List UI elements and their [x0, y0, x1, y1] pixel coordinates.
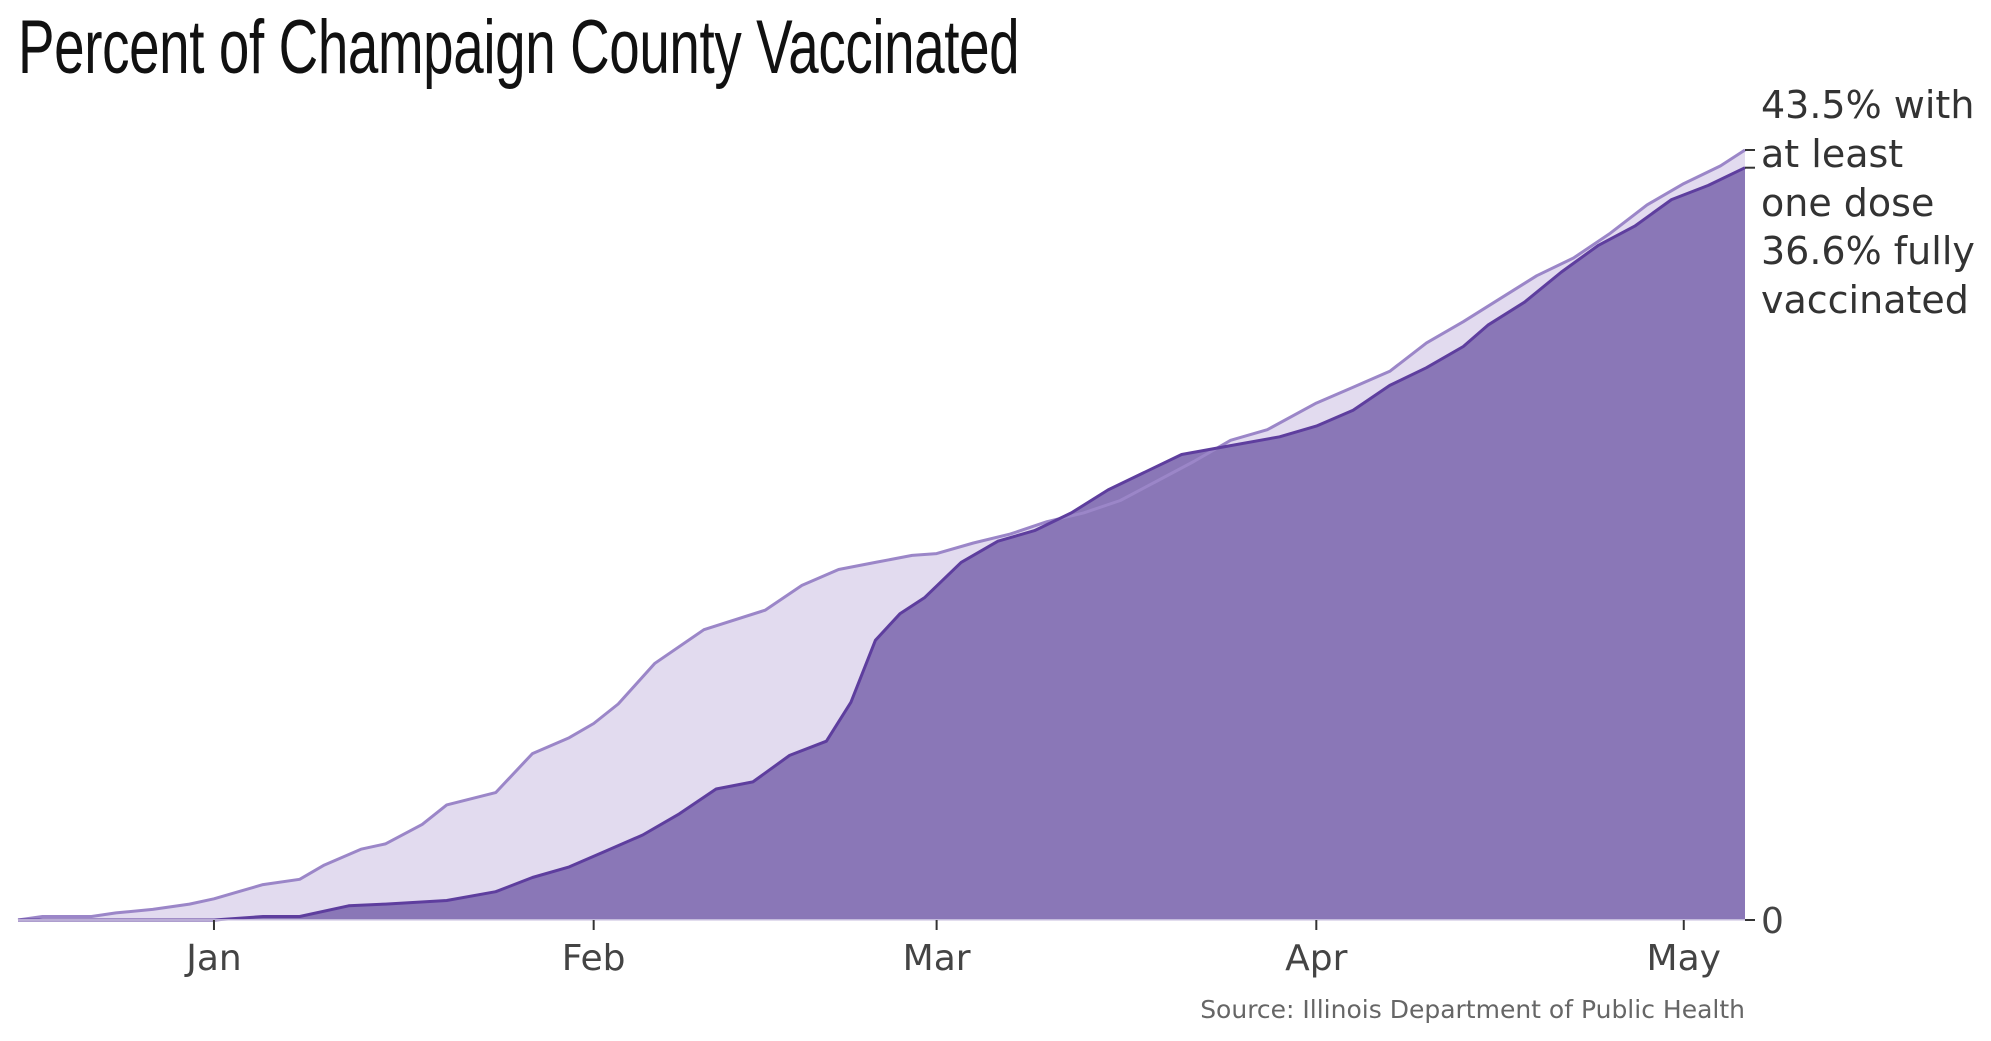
x-tick-label: May	[1647, 938, 1721, 979]
series-area-1	[18, 167, 1745, 920]
x-tick-label: Jan	[184, 938, 242, 979]
series-line-0	[17, 148, 1746, 922]
x-axis: Jan Feb Mar Apr May	[184, 920, 1721, 979]
chart-title: Percent of Champaign County Vaccinated	[18, 5, 1020, 90]
y-tick-label: 0	[1761, 901, 1784, 942]
series-end-label: 36.6% fully vaccinated	[1761, 229, 1975, 322]
series-line-1	[18, 166, 1746, 922]
x-tick-label: Mar	[903, 938, 971, 979]
series-end-label: 43.5% with at least one dose	[1761, 83, 1974, 225]
x-tick-label: Feb	[562, 938, 626, 979]
series-lines	[17, 148, 1746, 922]
x-tick-label: Apr	[1285, 938, 1347, 979]
series-end-label-line: at least	[1761, 132, 1903, 176]
series-areas	[18, 150, 1745, 920]
series-end-label-line: vaccinated	[1761, 278, 1969, 322]
series-end-label-line: 43.5% with	[1761, 83, 1974, 127]
y-axis: 0	[1745, 901, 1784, 942]
series-end-label-line: one dose	[1761, 181, 1934, 225]
series-end-label-line: 36.6% fully	[1761, 229, 1975, 273]
source-label: Source: Illinois Department of Public He…	[1200, 995, 1745, 1024]
